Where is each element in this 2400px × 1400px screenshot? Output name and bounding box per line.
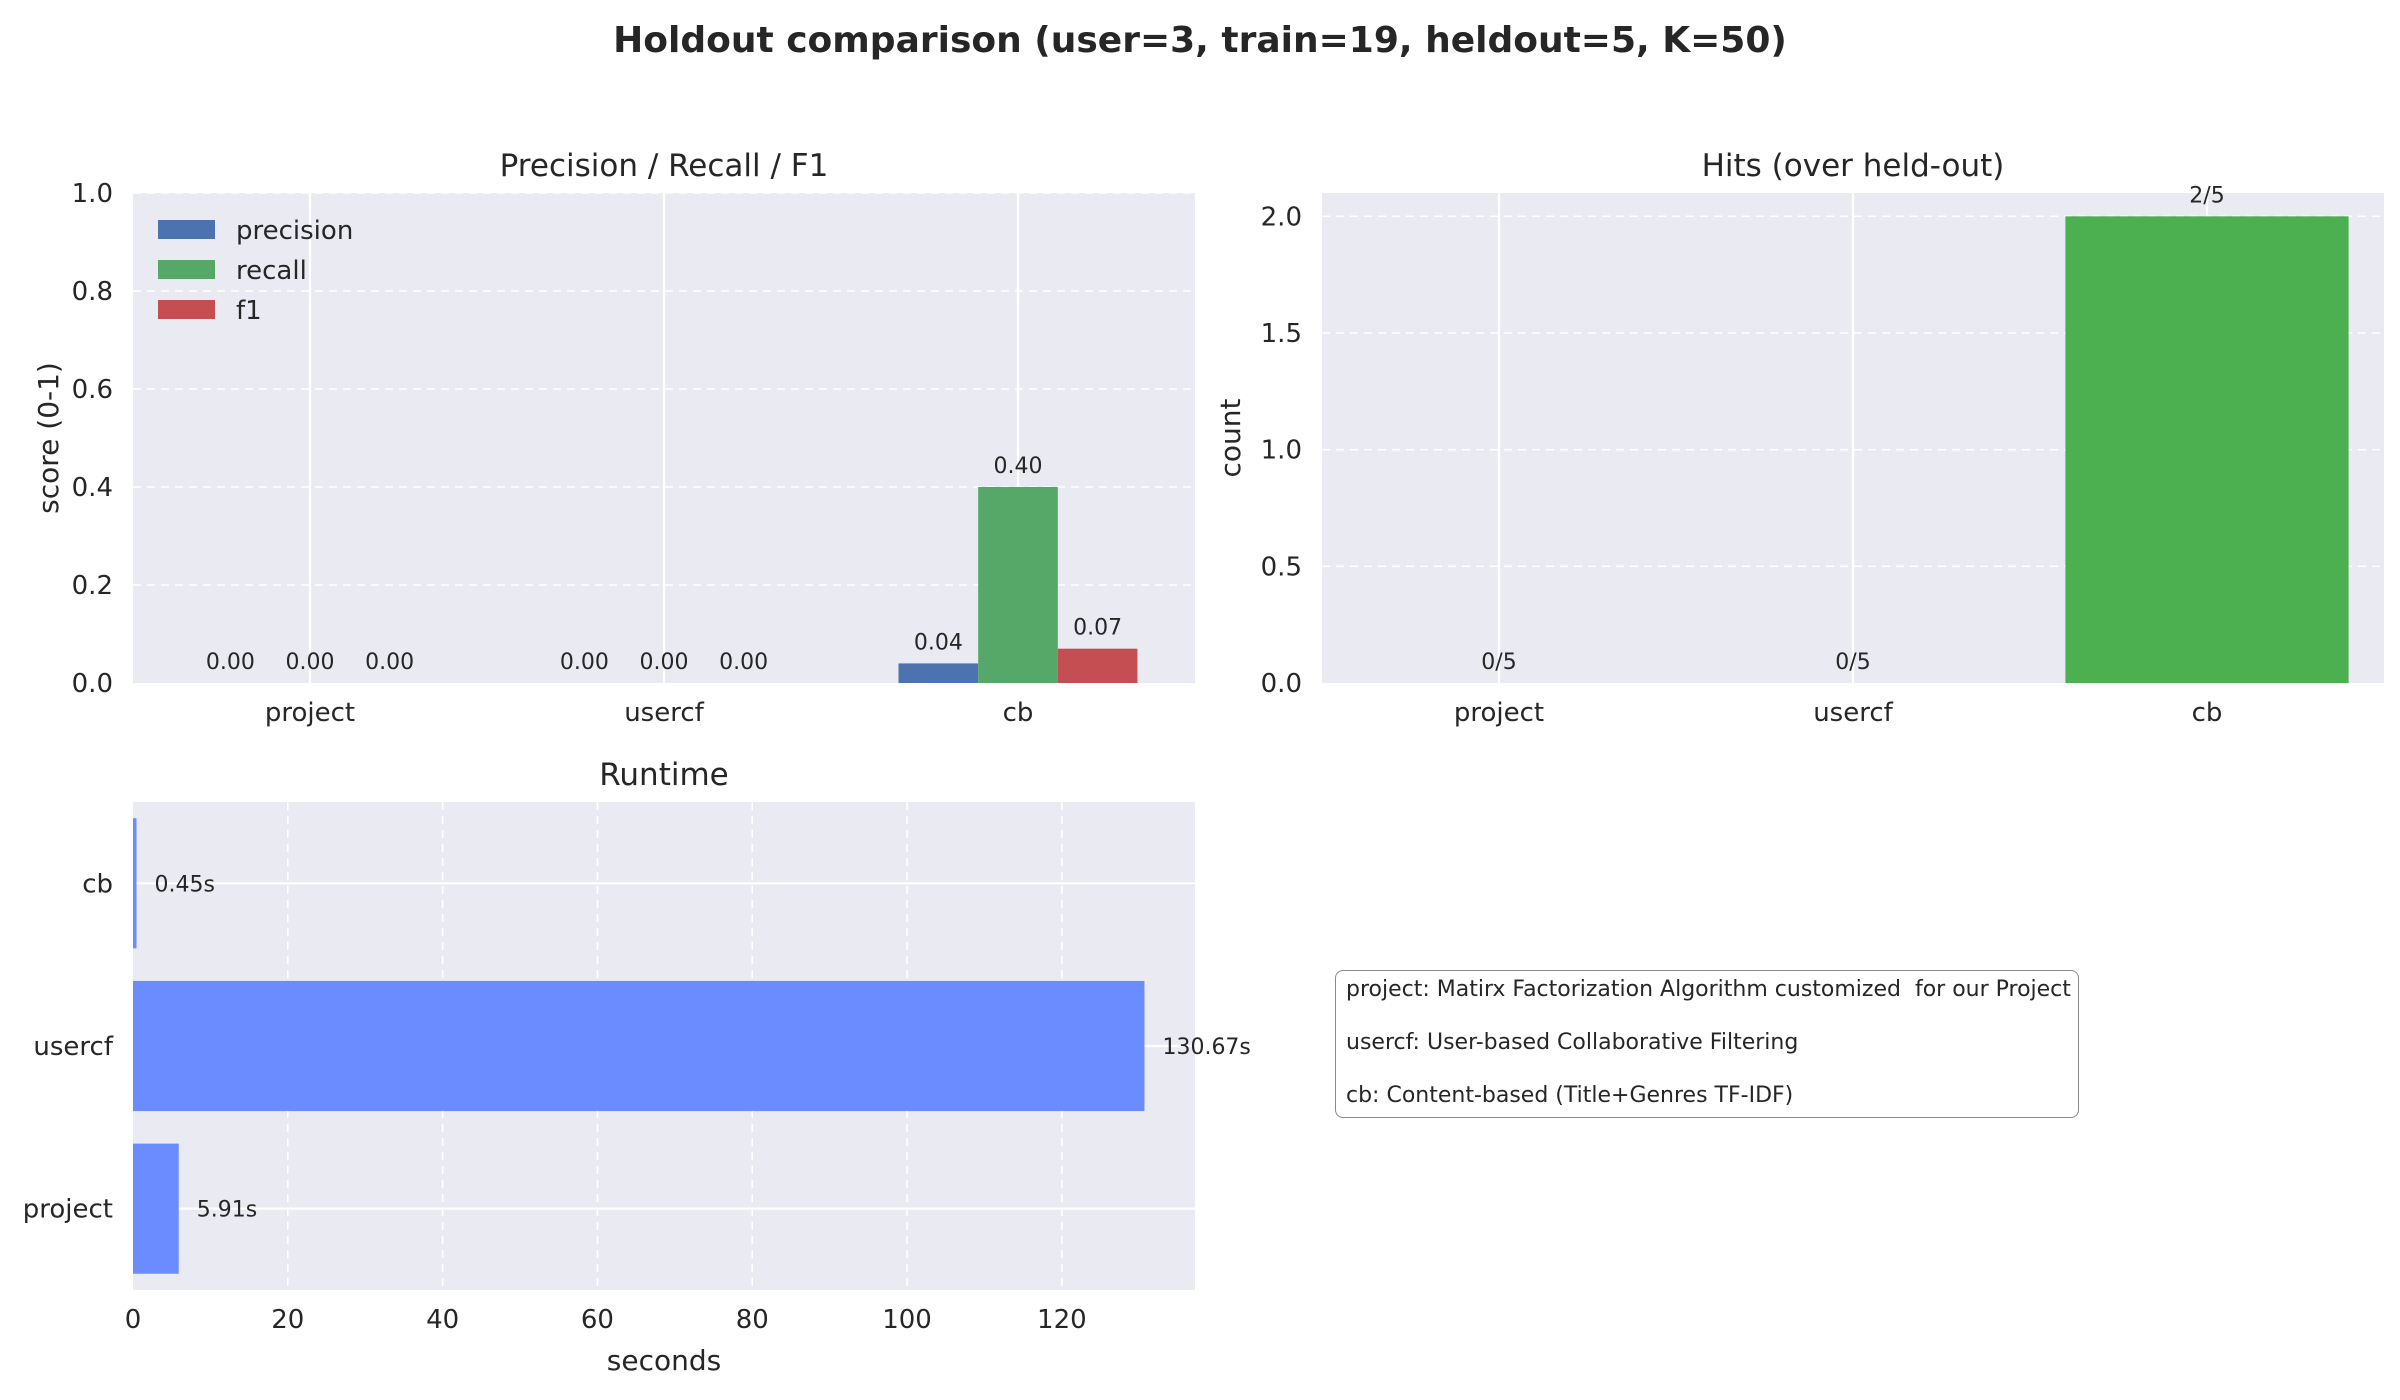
p2-ytick-label: 0.5: [1261, 552, 1302, 582]
p3-bar-label: 130.67s: [1162, 1035, 1250, 1060]
p1-ylabel: score (0-1): [32, 362, 65, 514]
p1-bar-label: 0.00: [640, 650, 689, 675]
note-project: project: Matirx Factorization Algorithm …: [1346, 977, 2071, 1002]
p1-bar-label: 0.04: [914, 630, 963, 655]
p1-ytick-label: 0.6: [72, 375, 113, 405]
p1-legend-label: precision: [236, 216, 353, 246]
p1-ytick-label: 0.8: [72, 277, 113, 307]
p1-bar-label: 0.00: [206, 650, 255, 675]
p1-title: Precision / Recall / F1: [500, 148, 829, 184]
p3-xtick-label: 20: [271, 1305, 304, 1335]
p1-bar-label: 0.00: [719, 650, 768, 675]
p3-xtick-label: 40: [426, 1305, 459, 1335]
p1-bar-recall: [978, 487, 1058, 683]
p2-xtick-label: cb: [2192, 698, 2223, 728]
p2-ytick-label: 1.5: [1261, 319, 1302, 349]
precision-recall-f1-chart: 0.00 0.00 0.04 0.00 0.00 0.40 0.00 0.00 0.07 pro…: [32, 148, 1195, 728]
p1-legend-swatch: [158, 220, 215, 239]
note-usercf: usercf: User-based Collaborative Filteri…: [1346, 1030, 1799, 1055]
p1-legend-label: f1: [236, 296, 262, 326]
p2-bar-label: 0/5: [1835, 650, 1870, 675]
algorithm-notes-box: project: Matirx Factorization Algorithm …: [1335, 970, 2079, 1118]
hits-chart: 0/5 0/5 2/5 project usercf cb 0.0 0.5 1.0 1.5 2.…: [1214, 148, 2384, 728]
p2-ytick-label: 2.0: [1261, 202, 1302, 232]
p1-bar-label: 0.40: [994, 454, 1043, 479]
p3-xtick-label: 0: [125, 1305, 142, 1335]
p3-bar: [133, 980, 1145, 1112]
p1-ytick-label: 1.0: [72, 179, 113, 209]
p2-bar: [2065, 216, 2349, 684]
p3-xtick-label: 80: [736, 1305, 769, 1335]
p2-bar-label: 0/5: [1481, 650, 1516, 675]
p3-bar-label: 0.45s: [154, 872, 214, 897]
p3-bar-label: 5.91s: [197, 1198, 257, 1223]
p2-title: Hits (over held-out): [1702, 148, 2005, 184]
p1-legend-swatch: [158, 300, 215, 319]
p1-xtick-label: cb: [1003, 698, 1034, 728]
p1-bar-label: 0.00: [286, 650, 335, 675]
p1-bar-label: 0.00: [365, 650, 414, 675]
p1-xtick-label: usercf: [624, 698, 704, 728]
p3-ytick-label: project: [23, 1195, 113, 1225]
p2-xtick-label: project: [1454, 698, 1544, 728]
figure-title: Holdout comparison (user=3, train=19, he…: [613, 20, 1787, 61]
p1-bar-label: 0.00: [560, 650, 609, 675]
p1-ytick-label: 0.4: [72, 473, 113, 503]
p1-legend-label: recall: [236, 256, 307, 286]
p3-ytick-label: usercf: [33, 1032, 113, 1062]
p3-bar: [133, 1143, 179, 1274]
p1-bar-precision: [898, 663, 979, 683]
p1-ytick-label: 0.0: [72, 669, 113, 699]
p1-legend-swatch: [158, 260, 215, 279]
p2-ytick-label: 1.0: [1261, 436, 1302, 466]
p3-title: Runtime: [599, 757, 728, 793]
p3-xtick-label: 100: [882, 1305, 932, 1335]
p1-bar-label: 0.07: [1073, 616, 1122, 641]
p1-bar-f1: [1057, 648, 1138, 683]
note-cb: cb: Content-based (Title+Genres TF-IDF): [1346, 1083, 1794, 1108]
p2-bar-label: 2/5: [2189, 183, 2224, 208]
p3-xtick-label: 60: [581, 1305, 614, 1335]
p3-xlabel: seconds: [607, 1344, 721, 1377]
p2-ylabel: count: [1214, 398, 1247, 477]
runtime-chart: 5.91s 130.67s 0.45s 0 20 40 60 80 100 120 projec…: [23, 757, 1251, 1377]
p3-ytick-label: cb: [82, 869, 113, 899]
p1-xtick-label: project: [265, 698, 355, 728]
p3-bar: [133, 818, 137, 949]
p2-xtick-label: usercf: [1813, 698, 1893, 728]
p3-xtick-label: 120: [1037, 1305, 1087, 1335]
p1-ytick-label: 0.2: [72, 571, 113, 601]
p1-legend: precision recall f1: [158, 216, 353, 326]
p2-ytick-label: 0.0: [1261, 669, 1302, 699]
